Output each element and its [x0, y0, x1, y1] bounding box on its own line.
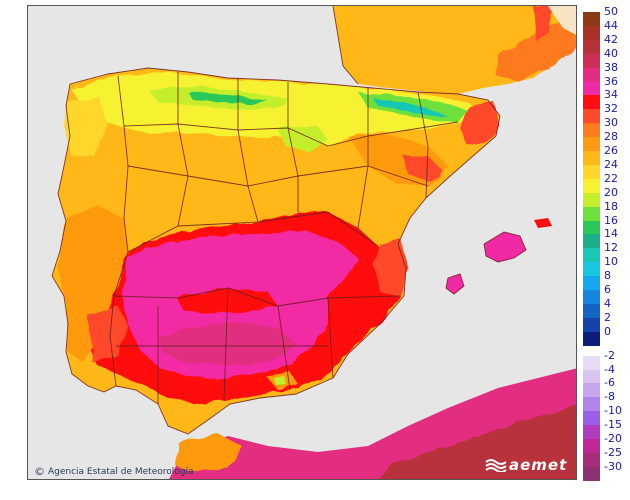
legend-swatch: [583, 12, 600, 26]
legend-swatch: [583, 109, 600, 124]
legend-swatch: [583, 234, 600, 249]
sierra-morena-red: [178, 288, 278, 314]
map-canvas: [28, 6, 576, 479]
ebro-hot: [403, 156, 443, 181]
logo-text: aemet: [509, 456, 568, 474]
legend-swatch: [583, 206, 600, 221]
legend-swatch: [583, 248, 600, 263]
legend-label: 24: [604, 157, 618, 171]
legend-label: -25: [604, 445, 622, 459]
legend-swatch: [583, 67, 600, 82]
africa-warm-coast: [176, 434, 242, 472]
legend-swatch: [583, 439, 600, 453]
france-hot-east: [496, 16, 576, 82]
legend-label: 6: [604, 283, 611, 296]
legend-label: 0: [604, 324, 611, 338]
legend-swatch: [583, 369, 600, 384]
land-alps-corner: [548, 6, 576, 35]
legend-label: 10: [604, 255, 618, 269]
cantabrian-cold: [188, 92, 268, 104]
legend-swatch: [583, 95, 600, 110]
legend-label: 18: [604, 199, 618, 213]
legend-label: 38: [604, 60, 618, 74]
legend-label: 20: [604, 185, 618, 199]
legend-label: 2: [604, 310, 611, 324]
legend-label: -15: [604, 418, 622, 432]
legend-swatch: [583, 290, 600, 304]
legend-swatch: [583, 397, 600, 412]
sierra-nevada-cold: [274, 376, 286, 385]
province-borders: [51, 6, 527, 435]
legend-swatch: [583, 192, 600, 207]
aemet-logo: aemet: [485, 456, 567, 474]
legend-label: 16: [604, 213, 618, 227]
legend-label: 50: [604, 5, 618, 18]
guadalquivir-hot: [158, 322, 298, 366]
legend-swatch: [583, 331, 600, 346]
legend-swatch: [583, 276, 600, 291]
legend-label: 28: [604, 130, 618, 144]
legend-label: 36: [604, 74, 618, 88]
legend-label: 26: [604, 144, 618, 157]
legend-label: -20: [604, 432, 622, 445]
legend-label: 44: [604, 18, 618, 32]
mallorca: [484, 232, 526, 262]
valencia-hot: [374, 238, 408, 296]
legend-label: 32: [604, 102, 618, 116]
france-coast-hot: [533, 6, 553, 41]
credit-line: © Agencia Estatal de Meteorología: [34, 465, 194, 478]
legend-swatch: [583, 262, 600, 277]
copyright-icon: ©: [34, 465, 45, 478]
legend-swatch: [583, 178, 600, 193]
legend-swatch: [583, 466, 600, 481]
legend-label: 14: [604, 227, 618, 241]
legend-label: 8: [604, 269, 611, 283]
legend-label: 34: [604, 88, 618, 102]
catalonia-hot: [460, 102, 500, 146]
pyrenees-cold: [373, 98, 448, 116]
legend-label: 40: [604, 46, 618, 60]
legend-label: 12: [604, 241, 618, 255]
legend-label: 30: [604, 116, 618, 130]
credit-text: Agencia Estatal de Meteorología: [48, 466, 194, 477]
legend-label: -10: [604, 404, 622, 418]
legend-swatch: [583, 151, 600, 165]
legend-swatch: [583, 355, 600, 370]
legend-swatch: [583, 317, 600, 332]
galicia-coast: [64, 96, 108, 156]
legend-label: -2: [604, 348, 615, 362]
legend-swatch: [583, 164, 600, 179]
iberian-system-cool: [278, 126, 328, 152]
legend-label: -8: [604, 390, 615, 404]
legend-label: -4: [604, 362, 615, 376]
legend-swatch: [583, 383, 600, 398]
legend-swatch: [583, 220, 600, 235]
legend-swatch: [583, 411, 600, 426]
legend-swatch: [583, 137, 600, 152]
legend-swatch: [583, 425, 600, 440]
legend-label: -30: [604, 459, 622, 473]
africa-very-hot: [379, 404, 576, 479]
legend-swatch: [583, 452, 600, 467]
legend-swatch: [583, 39, 600, 54]
legend-label: 42: [604, 32, 618, 46]
ibiza: [446, 274, 464, 294]
portugal-warm: [58, 206, 128, 362]
legend-swatch: [583, 123, 600, 138]
legend-label: 22: [604, 171, 618, 185]
logo-wave-icon: [485, 459, 507, 472]
legend-label: 4: [604, 296, 611, 310]
temperature-map: [27, 5, 577, 480]
legend-swatch: [583, 53, 600, 68]
portugal-hot: [88, 306, 128, 364]
legend-label: -6: [604, 376, 615, 390]
legend-swatch: [583, 303, 600, 318]
legend-swatch: [583, 81, 600, 96]
legend-swatch: [583, 25, 600, 40]
menorca: [534, 218, 552, 228]
